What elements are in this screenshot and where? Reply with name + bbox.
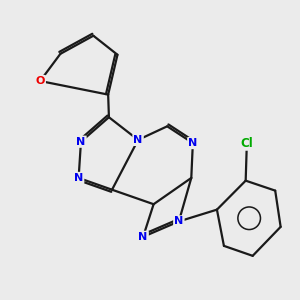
Text: O: O: [35, 76, 45, 86]
Text: Cl: Cl: [241, 136, 253, 150]
Text: N: N: [74, 173, 83, 183]
Text: N: N: [76, 137, 86, 147]
Text: N: N: [139, 232, 148, 242]
Text: N: N: [188, 138, 197, 148]
Text: N: N: [134, 135, 143, 145]
Text: N: N: [174, 216, 184, 226]
